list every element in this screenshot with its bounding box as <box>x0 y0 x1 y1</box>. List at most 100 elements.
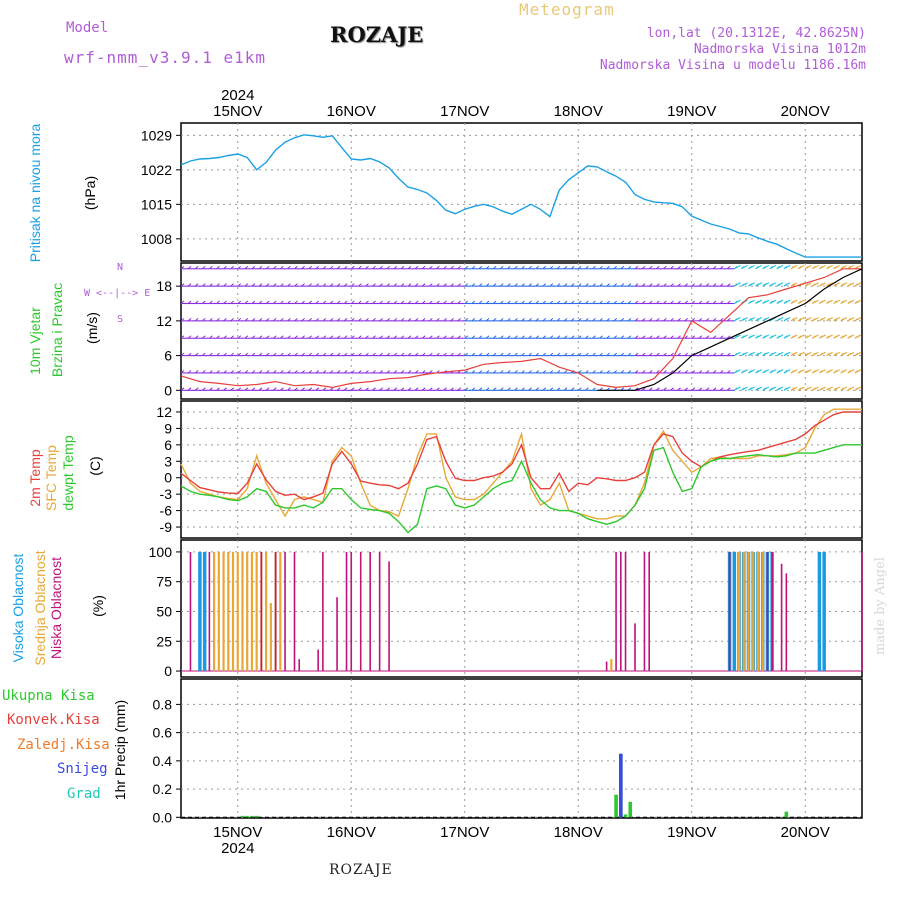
wind-arrow-head <box>826 265 830 270</box>
wind-arrow-head <box>528 283 532 287</box>
wind-arrow-head <box>606 283 610 287</box>
low-cloud-bar <box>189 551 192 672</box>
wind-arrow-head <box>847 335 852 339</box>
wind-arrow-head <box>741 317 745 322</box>
wind-arrow-head <box>343 283 348 287</box>
wind-arrow-head <box>521 317 525 322</box>
wind-arrow-head <box>684 387 688 391</box>
wind-arrow-head <box>528 317 532 322</box>
wind-arrow-head <box>365 387 369 391</box>
wind-arrow-head <box>372 370 376 374</box>
wind-arrow-head <box>776 265 781 270</box>
wind-arrow-head <box>492 283 497 287</box>
wind-arrow-head <box>521 283 525 287</box>
wind-arrow-head <box>599 265 603 270</box>
wind-gust-line <box>597 268 863 391</box>
wind-arrow <box>861 268 862 269</box>
low-cloud-bar <box>620 551 622 672</box>
precip-legend-graupel: Grad <box>67 786 101 802</box>
wind-arrow-head <box>414 300 419 304</box>
wind-arrow-head <box>350 265 355 270</box>
y-tick-label: 100 <box>149 544 173 560</box>
wind-arrow-head <box>741 335 745 339</box>
wind-arrow-head <box>776 317 781 322</box>
wind-arrow-head <box>443 387 447 391</box>
wind-arrow-head <box>613 283 618 287</box>
wind-arrow-head <box>209 335 213 339</box>
wind-arrow-head <box>308 387 313 391</box>
wind-arrow <box>861 302 862 304</box>
wind-arrow-head <box>762 335 767 339</box>
wind-arrow-head <box>506 300 511 304</box>
wind-arrow-head <box>407 352 412 356</box>
wind-arrow-head <box>372 335 376 339</box>
low-cloud-bar <box>293 551 296 672</box>
wind-arrow-head <box>570 352 575 356</box>
wind-arrow-head <box>670 265 674 270</box>
wind-arrow-head <box>450 265 454 270</box>
wind-arrow-head <box>514 352 518 356</box>
wind-arrow-head <box>421 283 426 287</box>
wind-arrow-head <box>663 300 667 304</box>
wind-arrow-head <box>556 335 561 339</box>
wind-arrow-head <box>393 370 398 374</box>
wind-arrow-head <box>726 265 731 270</box>
wind-arrow-head <box>223 352 227 356</box>
wind-arrow-head <box>592 265 596 270</box>
wind-arrow-head <box>712 335 717 339</box>
wind-arrow-head <box>854 335 859 339</box>
wind-arrow-head <box>762 265 767 270</box>
wind-arrow-head <box>457 352 461 356</box>
wind-arrow-head <box>315 317 320 322</box>
wind-arrow-head <box>251 370 256 374</box>
wind-arrow-head <box>279 317 284 322</box>
x-tick-label-bottom: 16NOV <box>327 824 376 841</box>
wind-arrow-head <box>450 335 454 339</box>
wind-arrow-head <box>322 370 327 374</box>
wind-arrow-head <box>733 283 738 287</box>
wind-arrow-head <box>492 317 497 322</box>
y-tick-label: 75 <box>156 574 172 590</box>
wind-arrow-head <box>372 387 376 391</box>
wind-arrow-head <box>691 283 696 287</box>
wind-arrow-head <box>287 317 291 322</box>
wind-arrow-head <box>322 335 327 339</box>
wind-arrow <box>861 372 862 373</box>
wind-arrow-head <box>585 335 589 339</box>
wind-arrow-head <box>663 335 667 339</box>
mid-cloud-bar <box>752 551 755 672</box>
wind-arrow-head <box>840 370 845 374</box>
wind-arrow-head <box>634 300 639 304</box>
wind-arrow-head <box>698 335 703 339</box>
wind-arrow-head <box>762 300 767 304</box>
wind-arrow-head <box>294 265 298 270</box>
wind-arrow-head <box>457 387 461 391</box>
wind-arrow-head <box>450 317 454 322</box>
wind-arrow-head <box>301 335 305 339</box>
wind-arrow-head <box>294 300 298 304</box>
wind-arrow-head <box>372 265 376 270</box>
wind-arrow-head <box>585 370 589 374</box>
wind-arrow-head <box>400 352 405 356</box>
panel-frame <box>180 262 863 400</box>
mid-cloud-bar <box>236 551 239 672</box>
wind-arrow-head <box>514 335 518 339</box>
wind-arrow-head <box>804 317 809 322</box>
wind-arrow-head <box>812 335 816 339</box>
mid-cloud-bar <box>246 551 249 672</box>
wind-arrow-head <box>258 370 263 374</box>
panel-frame <box>180 400 863 539</box>
wind-arrow-head <box>308 265 313 270</box>
wind-arrow-head <box>386 370 391 374</box>
wind-arrow-head <box>287 300 291 304</box>
wind-arrow-head <box>776 352 781 356</box>
year-label-top: 2024 <box>221 87 254 104</box>
wind-arrow-head <box>492 387 497 391</box>
mid-cloud-bar <box>227 551 230 672</box>
wind-arrow-head <box>464 300 469 304</box>
wind-arrow-head <box>684 300 688 304</box>
wind-arrow-head <box>670 387 674 391</box>
wind-arrow-head <box>287 352 291 356</box>
wind-arrow-head <box>514 387 518 391</box>
low-cloud-bar <box>861 551 863 672</box>
